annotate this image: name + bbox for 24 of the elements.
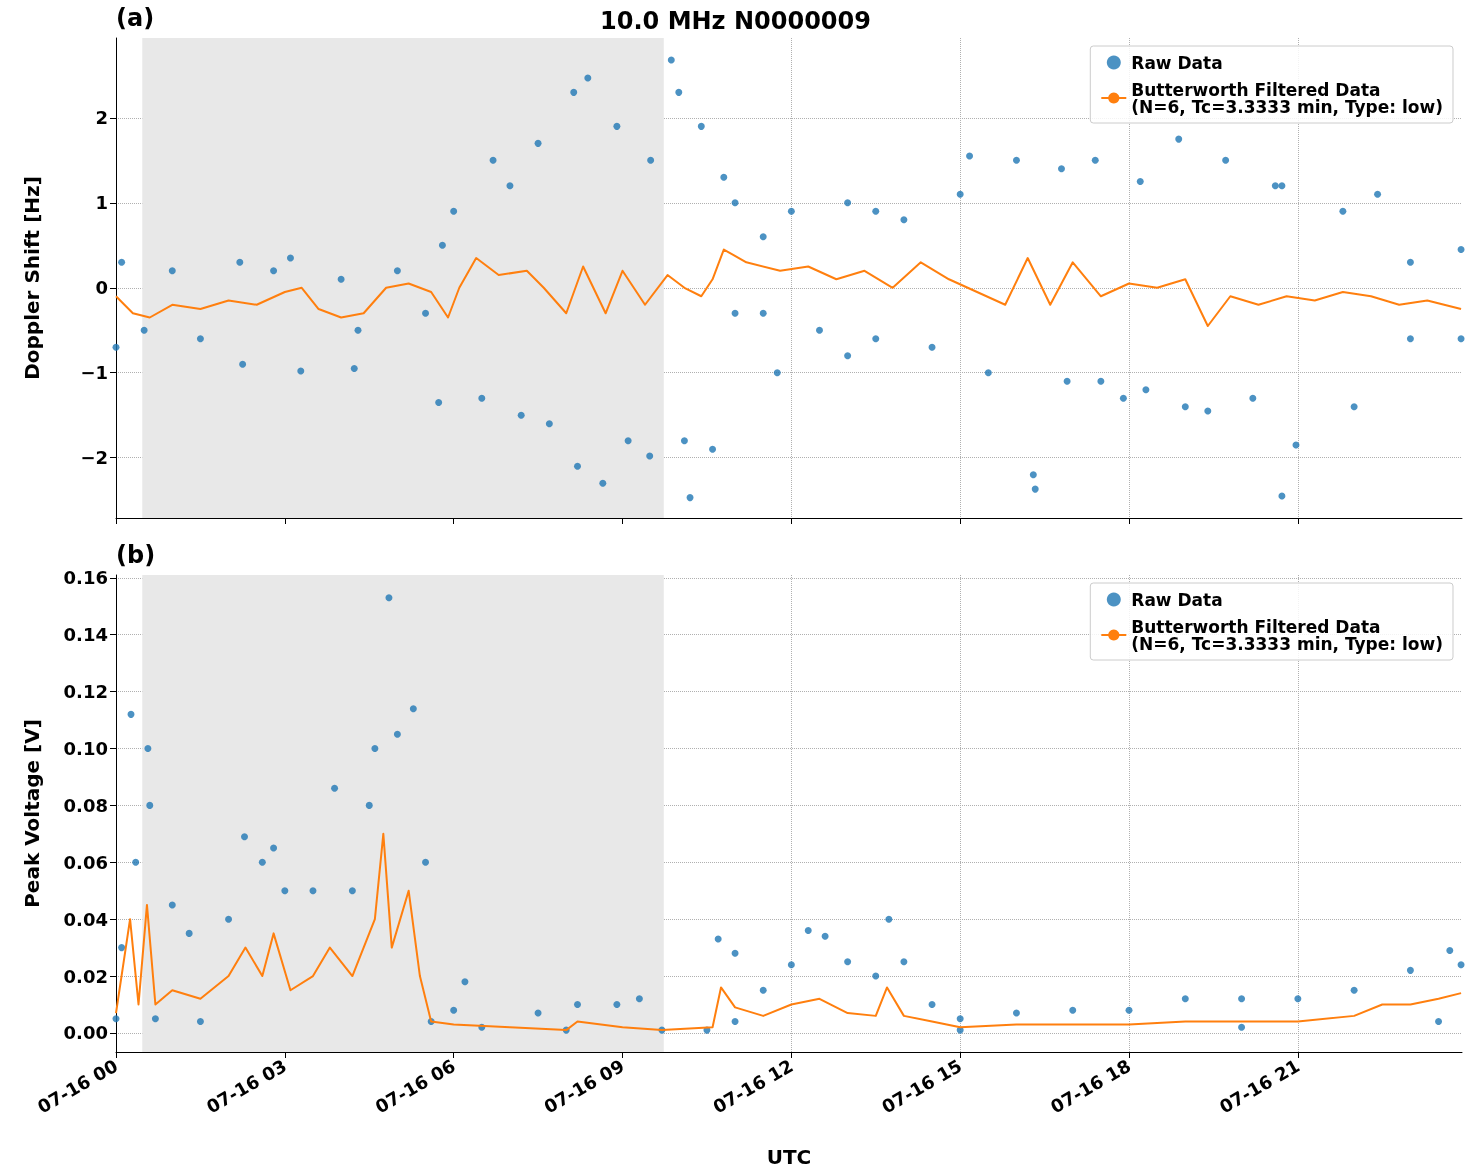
y-tick-label: 0.04 (63, 908, 108, 930)
y-tick-label: −1 (80, 362, 108, 384)
y-axis-title: Doppler Shift [Hz] (20, 176, 44, 380)
legend-label: Raw Data (1131, 52, 1223, 73)
legend-label: Butterworth Filtered Data (N=6, Tc=3.3333 min, Type: low) (1131, 616, 1443, 654)
y-tick-label: 0.08 (63, 794, 108, 816)
y-tick-label: −2 (80, 447, 108, 469)
y-tick-label: 0.12 (63, 681, 108, 703)
legend-label: Raw Data (1131, 589, 1223, 610)
y-tick-label: 0.06 (63, 851, 108, 873)
y-tick-label: 2 (95, 107, 108, 129)
y-tick-label: 1 (95, 192, 108, 214)
y-tick-label: 0.00 (63, 1022, 108, 1044)
y-tick-label: 0 (95, 277, 108, 299)
chart-title: 10.0 MHz N0000009 (600, 7, 871, 35)
text: (a) (116, 4, 155, 32)
x-axis-title: UTC (766, 1145, 812, 1170)
y-axis-title: Peak Voltage [V] (20, 719, 44, 908)
y-tick-label: 0.10 (63, 738, 108, 760)
legend-label: Butterworth Filtered Data (N=6, Tc=3.3333 min, Type: low) (1131, 79, 1443, 117)
text: (b) (116, 541, 156, 570)
y-tick-label: 0.14 (63, 624, 108, 646)
y-tick-label: 0.02 (63, 965, 108, 987)
y-tick-label: 0.16 (63, 567, 108, 589)
